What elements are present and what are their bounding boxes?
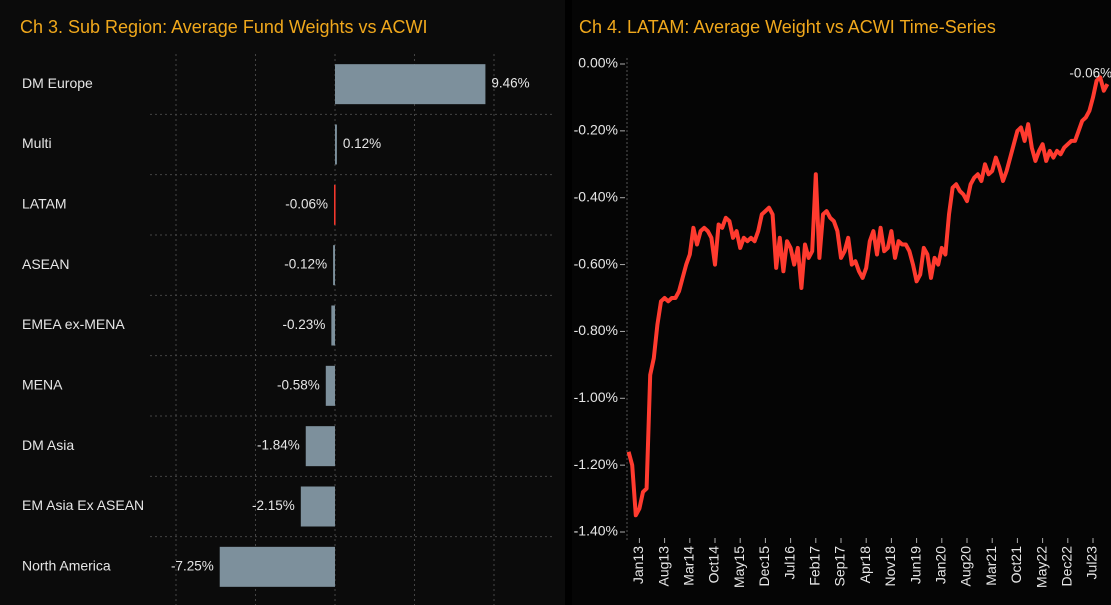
bar xyxy=(325,365,335,406)
chart-title: Ch 4. LATAM: Average Weight vs ACWI Time… xyxy=(579,17,996,37)
bar xyxy=(335,124,337,165)
value-label: -1.84% xyxy=(257,438,300,453)
x-tick-label: Jul16 xyxy=(781,546,797,580)
y-tick-label: -0.40% xyxy=(574,188,618,204)
value-label: -2.15% xyxy=(252,498,295,513)
bar xyxy=(300,486,335,527)
x-tick-label: Feb17 xyxy=(807,546,823,586)
value-label: -0.06% xyxy=(1069,66,1111,81)
chart-title: Ch 3. Sub Region: Average Fund Weights v… xyxy=(20,17,428,37)
y-tick-label: -1.40% xyxy=(574,523,618,539)
x-tick-label: Dec22 xyxy=(1059,546,1075,587)
value-label: -0.58% xyxy=(277,377,320,392)
x-tick-label: May22 xyxy=(1033,546,1049,588)
x-tick-label: Mar21 xyxy=(983,546,999,586)
value-label: 0.12% xyxy=(343,136,381,151)
x-tick-label: Jan20 xyxy=(933,546,949,584)
y-tick-label: -0.20% xyxy=(574,122,618,138)
x-tick-label: Apr18 xyxy=(857,546,873,584)
plot-area: -0.06% xyxy=(626,66,1111,518)
category-label: Multi xyxy=(22,135,52,151)
value-label: 9.46% xyxy=(491,76,529,91)
y-tick-label: -0.60% xyxy=(574,255,618,271)
x-tick-label: Jan13 xyxy=(630,546,646,584)
bar xyxy=(335,64,486,105)
y-tick-label: -0.80% xyxy=(574,322,618,338)
category-label: EM Asia Ex ASEAN xyxy=(22,497,144,513)
x-tick-label: Aug20 xyxy=(958,546,974,587)
y-tick-label: -1.00% xyxy=(574,389,618,405)
x-tick-label: Dec15 xyxy=(756,546,772,587)
bar xyxy=(331,305,335,346)
right-panel xyxy=(572,0,1111,605)
y-tick-label: -1.20% xyxy=(574,456,618,472)
bar xyxy=(305,426,335,467)
value-label: -0.23% xyxy=(283,317,326,332)
category-label: ASEAN xyxy=(22,256,69,272)
x-tick-label: Aug13 xyxy=(655,546,671,587)
category-label: North America xyxy=(22,558,111,574)
value-label: -0.12% xyxy=(284,257,327,272)
category-label: MENA xyxy=(22,377,63,393)
category-label: EMEA ex-MENA xyxy=(22,316,125,332)
x-tick-label: May15 xyxy=(731,546,747,588)
value-label: -0.06% xyxy=(285,196,328,211)
line-series xyxy=(626,75,1110,518)
y-tick-label: 0.00% xyxy=(578,55,618,71)
bar xyxy=(334,184,336,225)
x-tick-label: Oct14 xyxy=(706,546,722,584)
bar xyxy=(333,245,335,286)
x-tick-label: Oct21 xyxy=(1008,546,1024,584)
bar xyxy=(219,546,335,587)
x-tick-label: Jul23 xyxy=(1084,546,1100,580)
category-label: DM Europe xyxy=(22,75,93,91)
x-tick-label: Mar14 xyxy=(681,546,697,586)
value-label: -7.25% xyxy=(171,558,214,573)
category-label: DM Asia xyxy=(22,437,74,453)
x-tick-label: Jun19 xyxy=(907,546,923,584)
category-label: LATAM xyxy=(22,196,67,212)
x-tick-label: Sep17 xyxy=(832,546,848,587)
x-tick-label: Nov18 xyxy=(882,546,898,587)
